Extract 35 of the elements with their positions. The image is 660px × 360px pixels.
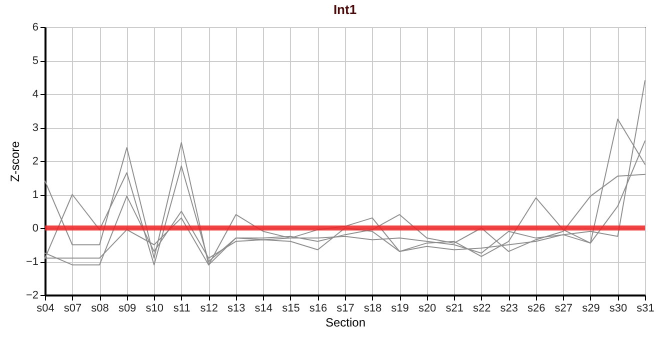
- x-tick-label: s31: [636, 302, 654, 314]
- x-tick-label: s14: [254, 302, 273, 314]
- x-tick-label: s17: [336, 302, 354, 314]
- x-tick-label: s19: [391, 302, 409, 314]
- chart-title: Int1: [333, 2, 357, 17]
- x-tick-label: s27: [554, 302, 573, 314]
- y-tick-label: 1: [32, 189, 38, 201]
- x-tick-label: s13: [228, 302, 246, 314]
- x-tick-label: s20: [418, 302, 436, 314]
- x-tick-label: s04: [36, 302, 54, 314]
- x-tick-label: s10: [146, 302, 164, 314]
- y-tick-label: 2: [32, 156, 38, 168]
- x-tick-label: s22: [472, 302, 491, 314]
- y-tick-label: −1: [26, 256, 38, 268]
- x-tick-label: s29: [582, 302, 600, 314]
- x-axis-title: Section: [325, 316, 366, 330]
- y-axis-title: Z-score: [8, 140, 22, 182]
- x-tick-label: s18: [364, 302, 382, 314]
- y-tick-label: 3: [32, 122, 38, 134]
- y-tick-label: 4: [32, 88, 38, 100]
- y-tick-label: 6: [32, 22, 38, 34]
- x-tick-label: s23: [500, 302, 518, 314]
- x-tick-label: s09: [118, 302, 136, 314]
- y-tick-label: 5: [32, 55, 38, 67]
- y-tick-label: −2: [26, 290, 38, 302]
- x-tick-label: s30: [609, 302, 628, 314]
- x-tick-label: s16: [309, 302, 328, 314]
- x-tick-label: s08: [91, 302, 109, 314]
- x-tick-label: s11: [173, 302, 190, 314]
- x-tick-label: s26: [528, 302, 546, 314]
- x-tick-label: s21: [446, 302, 464, 314]
- x-tick-label: s15: [282, 302, 300, 314]
- x-tick-label: s07: [64, 302, 82, 314]
- y-tick-label: 0: [32, 222, 38, 234]
- x-tick-label: s12: [200, 302, 218, 314]
